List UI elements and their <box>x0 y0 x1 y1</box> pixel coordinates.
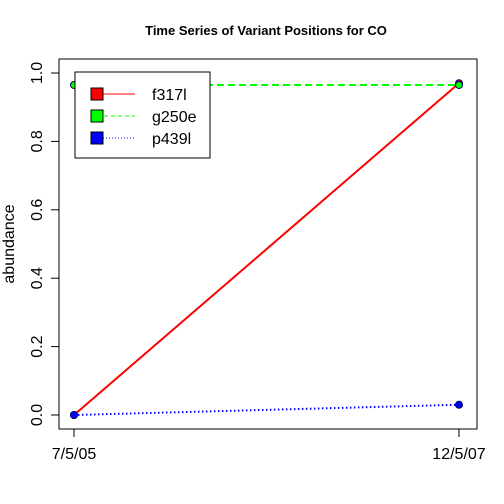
legend-label-g250e: g250e <box>152 109 197 126</box>
legend-label-p439l: p439l <box>152 131 191 148</box>
series-line-p439l <box>73 403 460 416</box>
legend-swatch-g250e <box>90 109 104 123</box>
legend-label-f317l: f317l <box>152 87 187 104</box>
x-axis: 7/5/05 12/5/07 <box>52 429 486 463</box>
y-tick-label: 0.6 <box>29 199 46 221</box>
y-axis: 0.0 0.2 0.4 0.6 0.8 1.0 <box>29 62 59 426</box>
plot-frame <box>58 58 478 430</box>
y-tick-label: 0.8 <box>29 130 46 152</box>
y-tick-label: 0.4 <box>29 267 46 289</box>
legend: f317l g250e p439l <box>74 71 211 159</box>
data-point-g250e <box>455 80 463 89</box>
x-tick-label: 7/5/05 <box>52 446 97 463</box>
data-point-p439l <box>455 400 463 409</box>
series-layer <box>70 79 463 419</box>
chart-title: Time Series of Variant Positions for CO <box>145 23 387 38</box>
series-line-f317l <box>73 82 460 416</box>
y-tick-label: 1.0 <box>29 62 46 84</box>
legend-swatch-f317l <box>90 87 104 101</box>
data-point-p439l <box>70 411 78 419</box>
legend-swatch-p439l <box>90 131 104 145</box>
x-tick-label: 12/5/07 <box>432 446 485 463</box>
y-tick-label: 0.0 <box>29 404 46 426</box>
y-axis-label: abundance <box>1 204 18 283</box>
y-tick-label: 0.2 <box>29 335 46 357</box>
